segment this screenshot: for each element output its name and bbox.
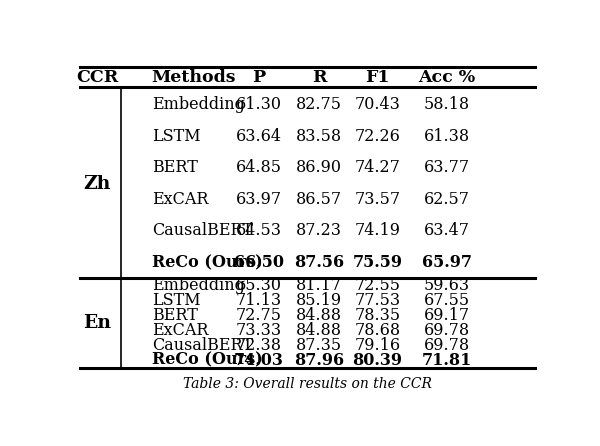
Text: 71.13: 71.13 bbox=[236, 292, 282, 309]
Text: 64.85: 64.85 bbox=[236, 159, 281, 176]
Text: En: En bbox=[83, 314, 112, 332]
Text: 87.35: 87.35 bbox=[296, 337, 342, 354]
Text: Acc %: Acc % bbox=[418, 69, 476, 86]
Text: 86.90: 86.90 bbox=[296, 159, 342, 176]
Text: 72.55: 72.55 bbox=[354, 277, 400, 294]
Text: 74.19: 74.19 bbox=[354, 223, 400, 240]
Text: 63.77: 63.77 bbox=[424, 159, 470, 176]
Text: 78.68: 78.68 bbox=[354, 322, 400, 339]
Text: F1: F1 bbox=[365, 69, 389, 86]
Text: CCR: CCR bbox=[76, 69, 118, 86]
Text: 61.38: 61.38 bbox=[424, 128, 470, 145]
Text: ExCAR: ExCAR bbox=[152, 191, 208, 208]
Text: 79.16: 79.16 bbox=[354, 337, 400, 354]
Text: 83.58: 83.58 bbox=[296, 128, 342, 145]
Text: 63.64: 63.64 bbox=[236, 128, 281, 145]
Text: 63.97: 63.97 bbox=[236, 191, 282, 208]
Text: 74.03: 74.03 bbox=[234, 352, 284, 369]
Text: 85.19: 85.19 bbox=[296, 292, 342, 309]
Text: 59.63: 59.63 bbox=[424, 277, 470, 294]
Text: 77.53: 77.53 bbox=[354, 292, 400, 309]
Text: 73.33: 73.33 bbox=[236, 322, 282, 339]
Text: 71.81: 71.81 bbox=[422, 352, 472, 369]
Text: Methods: Methods bbox=[152, 69, 236, 86]
Text: 66.50: 66.50 bbox=[233, 254, 284, 271]
Text: 80.39: 80.39 bbox=[352, 352, 402, 369]
Text: 72.26: 72.26 bbox=[355, 128, 400, 145]
Text: BERT: BERT bbox=[152, 159, 197, 176]
Text: CausalBERT: CausalBERT bbox=[152, 223, 253, 240]
Text: 82.75: 82.75 bbox=[296, 96, 342, 113]
Text: 67.55: 67.55 bbox=[424, 292, 470, 309]
Text: ReCo (Ours): ReCo (Ours) bbox=[152, 254, 262, 271]
Text: 72.38: 72.38 bbox=[236, 337, 281, 354]
Text: LSTM: LSTM bbox=[152, 292, 200, 309]
Text: 84.88: 84.88 bbox=[296, 322, 342, 339]
Text: Embedding: Embedding bbox=[152, 96, 245, 113]
Text: 70.43: 70.43 bbox=[355, 96, 400, 113]
Text: 73.57: 73.57 bbox=[354, 191, 400, 208]
Text: 84.88: 84.88 bbox=[296, 307, 342, 324]
Text: 58.18: 58.18 bbox=[424, 96, 470, 113]
Text: 72.75: 72.75 bbox=[236, 307, 281, 324]
Text: R: R bbox=[312, 69, 326, 86]
Text: BERT: BERT bbox=[152, 307, 197, 324]
Text: CausalBERT: CausalBERT bbox=[152, 337, 253, 354]
Text: P: P bbox=[252, 69, 265, 86]
Text: 86.57: 86.57 bbox=[296, 191, 342, 208]
Text: 78.35: 78.35 bbox=[354, 307, 400, 324]
Text: 87.96: 87.96 bbox=[294, 352, 344, 369]
Text: LSTM: LSTM bbox=[152, 128, 200, 145]
Text: Zh: Zh bbox=[83, 174, 111, 193]
Text: 74.27: 74.27 bbox=[355, 159, 400, 176]
Text: 75.59: 75.59 bbox=[352, 254, 402, 271]
Text: 81.17: 81.17 bbox=[296, 277, 342, 294]
Text: 69.78: 69.78 bbox=[424, 337, 470, 354]
Text: 61.30: 61.30 bbox=[236, 96, 281, 113]
Text: 64.53: 64.53 bbox=[236, 223, 281, 240]
Text: ReCo (Ours): ReCo (Ours) bbox=[152, 352, 262, 369]
Text: 69.17: 69.17 bbox=[424, 307, 470, 324]
Text: Embedding: Embedding bbox=[152, 277, 245, 294]
Text: 69.78: 69.78 bbox=[424, 322, 470, 339]
Text: 87.56: 87.56 bbox=[294, 254, 344, 271]
Text: Table 3: Overall results on the CCR: Table 3: Overall results on the CCR bbox=[183, 377, 432, 391]
Text: 65.97: 65.97 bbox=[422, 254, 472, 271]
Text: 87.23: 87.23 bbox=[296, 223, 342, 240]
Text: 62.57: 62.57 bbox=[424, 191, 470, 208]
Text: 63.47: 63.47 bbox=[424, 223, 470, 240]
Text: ExCAR: ExCAR bbox=[152, 322, 208, 339]
Text: 65.30: 65.30 bbox=[236, 277, 281, 294]
